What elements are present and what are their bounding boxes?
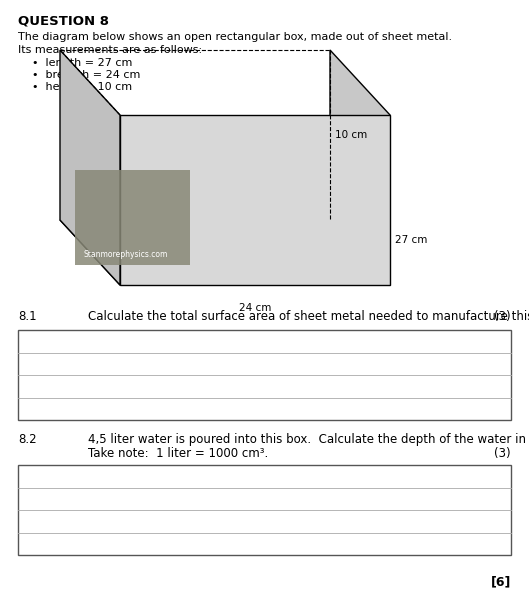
Text: QUESTION 8: QUESTION 8 — [18, 15, 109, 28]
Polygon shape — [330, 50, 390, 285]
Bar — [18, 330, 511, 420]
Text: [6]: [6] — [490, 575, 511, 588]
Polygon shape — [120, 115, 390, 285]
Text: 8.1: 8.1 — [18, 310, 37, 323]
Polygon shape — [60, 220, 390, 285]
Text: Stanmorephysics.com: Stanmorephysics.com — [83, 250, 167, 259]
Text: Calculate the total surface area of sheet metal needed to manufacture this open : Calculate the total surface area of shee… — [88, 310, 529, 323]
Bar — [75, 170, 190, 265]
Text: Take note:  1 liter = 1000 cm³.: Take note: 1 liter = 1000 cm³. — [88, 447, 268, 460]
Text: (3): (3) — [495, 447, 511, 460]
Bar — [18, 465, 511, 555]
Text: (3): (3) — [495, 310, 511, 323]
Text: •  breadth = 24 cm: • breadth = 24 cm — [32, 70, 140, 80]
Text: 10 cm: 10 cm — [335, 130, 367, 140]
Text: Its measurements are as follows:: Its measurements are as follows: — [18, 45, 202, 55]
Text: 27 cm: 27 cm — [395, 235, 427, 245]
Text: The diagram below shows an open rectangular box, made out of sheet metal.: The diagram below shows an open rectangu… — [18, 32, 452, 42]
Text: •  height = 10 cm: • height = 10 cm — [32, 82, 132, 92]
Text: •  length = 27 cm: • length = 27 cm — [32, 58, 132, 68]
Text: 4,5 liter water is poured into this box.  Calculate the depth of the water in th: 4,5 liter water is poured into this box.… — [88, 433, 529, 446]
Polygon shape — [60, 50, 120, 285]
Text: 24 cm: 24 cm — [239, 303, 271, 313]
Text: 8.2: 8.2 — [18, 433, 37, 446]
